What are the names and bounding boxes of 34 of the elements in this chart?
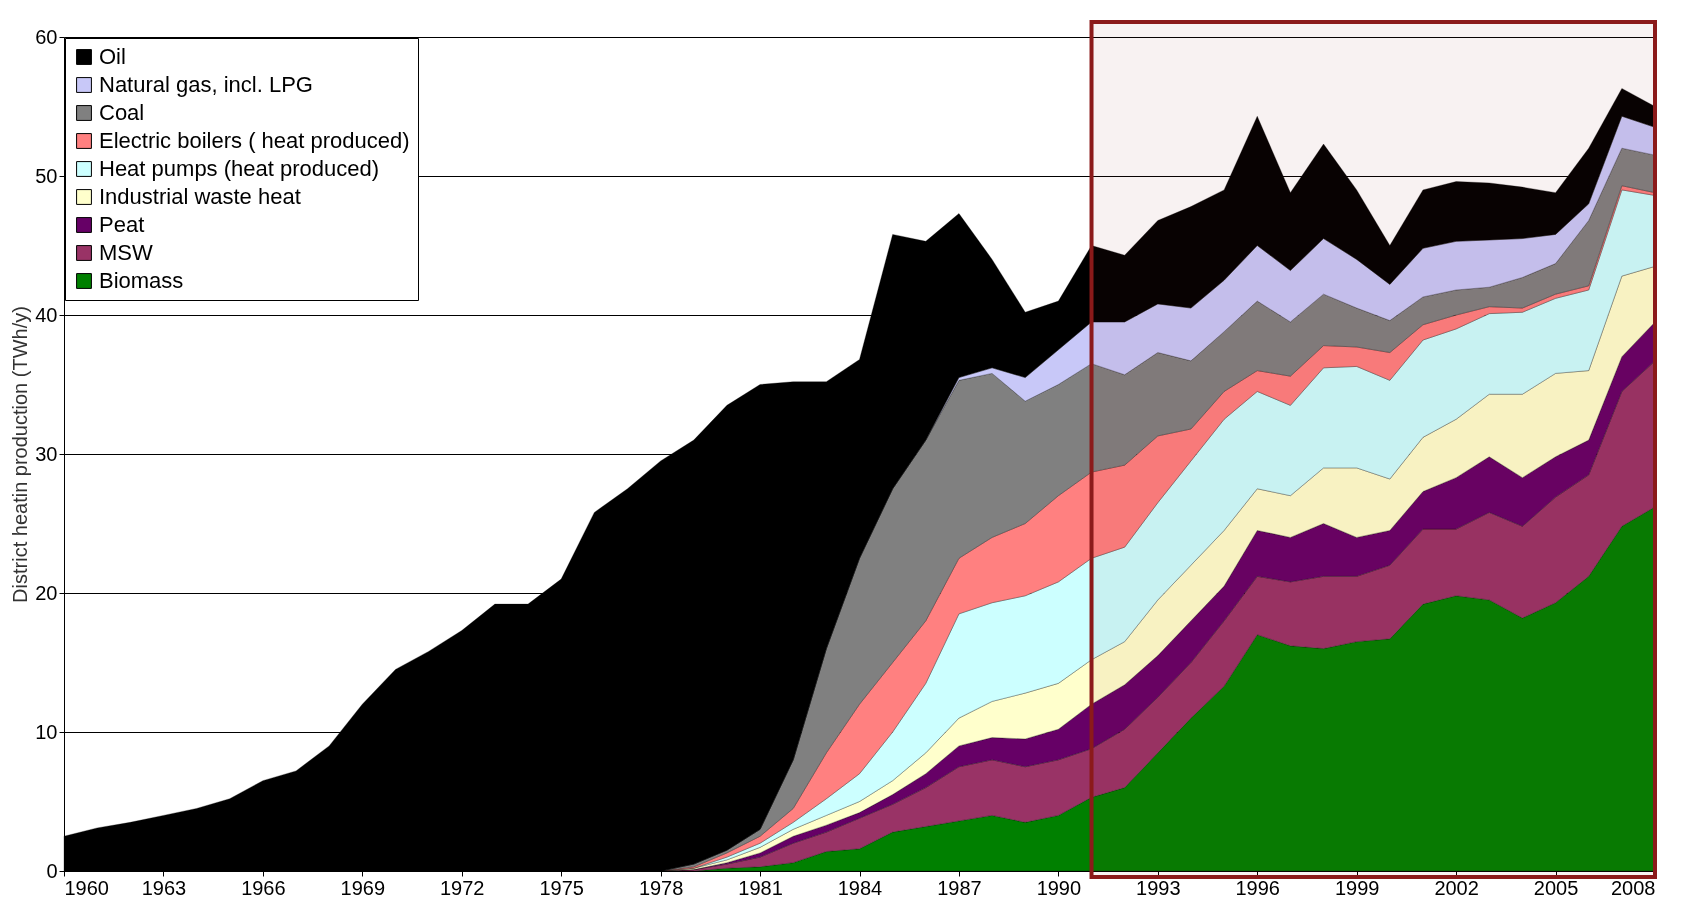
x-tick-label: 2002 [1434, 876, 1479, 899]
y-tick-label: 30 [35, 442, 58, 465]
y-tick-label: 50 [35, 164, 58, 187]
x-tick-label: 1993 [1136, 876, 1181, 899]
x-tick-label: 2005 [1533, 876, 1579, 899]
y-tick-label: 40 [35, 303, 58, 326]
x-tick-label: 1975 [539, 876, 584, 899]
legend-label: Industrial waste heat [99, 184, 301, 209]
legend-label: MSW [99, 240, 153, 265]
y-axis-title: District heatin production (TWh/y) [9, 306, 32, 603]
x-tick-label: 1987 [937, 876, 982, 899]
x-tick-label: 1999 [1334, 876, 1380, 899]
y-tick-label: 60 [35, 25, 58, 48]
x-tick-label: 1978 [638, 876, 684, 899]
x-tick-label: 1996 [1235, 876, 1280, 899]
x-tick-label: 1984 [837, 876, 883, 899]
y-tick-label: 20 [35, 581, 58, 604]
x-tick-label: 1966 [241, 876, 286, 899]
x-tick-label: 1969 [340, 876, 386, 899]
x-tick-label: 1972 [440, 876, 485, 899]
x-tick-label: 1960 [64, 876, 109, 899]
x-tick-label: 2008 [1611, 876, 1656, 899]
x-tick-label: 1981 [738, 876, 783, 899]
legend-label: Oil [99, 44, 126, 69]
legend-label: Biomass [99, 268, 184, 293]
legend-label: Peat [99, 212, 145, 237]
legend-label: Heat pumps (heat produced) [99, 156, 380, 181]
legend-label: Electric boilers ( heat produced) [99, 128, 410, 153]
y-tick-label: 10 [35, 720, 58, 743]
x-tick-label: 1963 [141, 876, 187, 899]
legend-label: Coal [99, 100, 145, 125]
x-tick-label: 1990 [1036, 876, 1082, 899]
legend-label: Natural gas, incl. LPG [99, 72, 313, 97]
y-tick-label: 0 [46, 859, 58, 882]
